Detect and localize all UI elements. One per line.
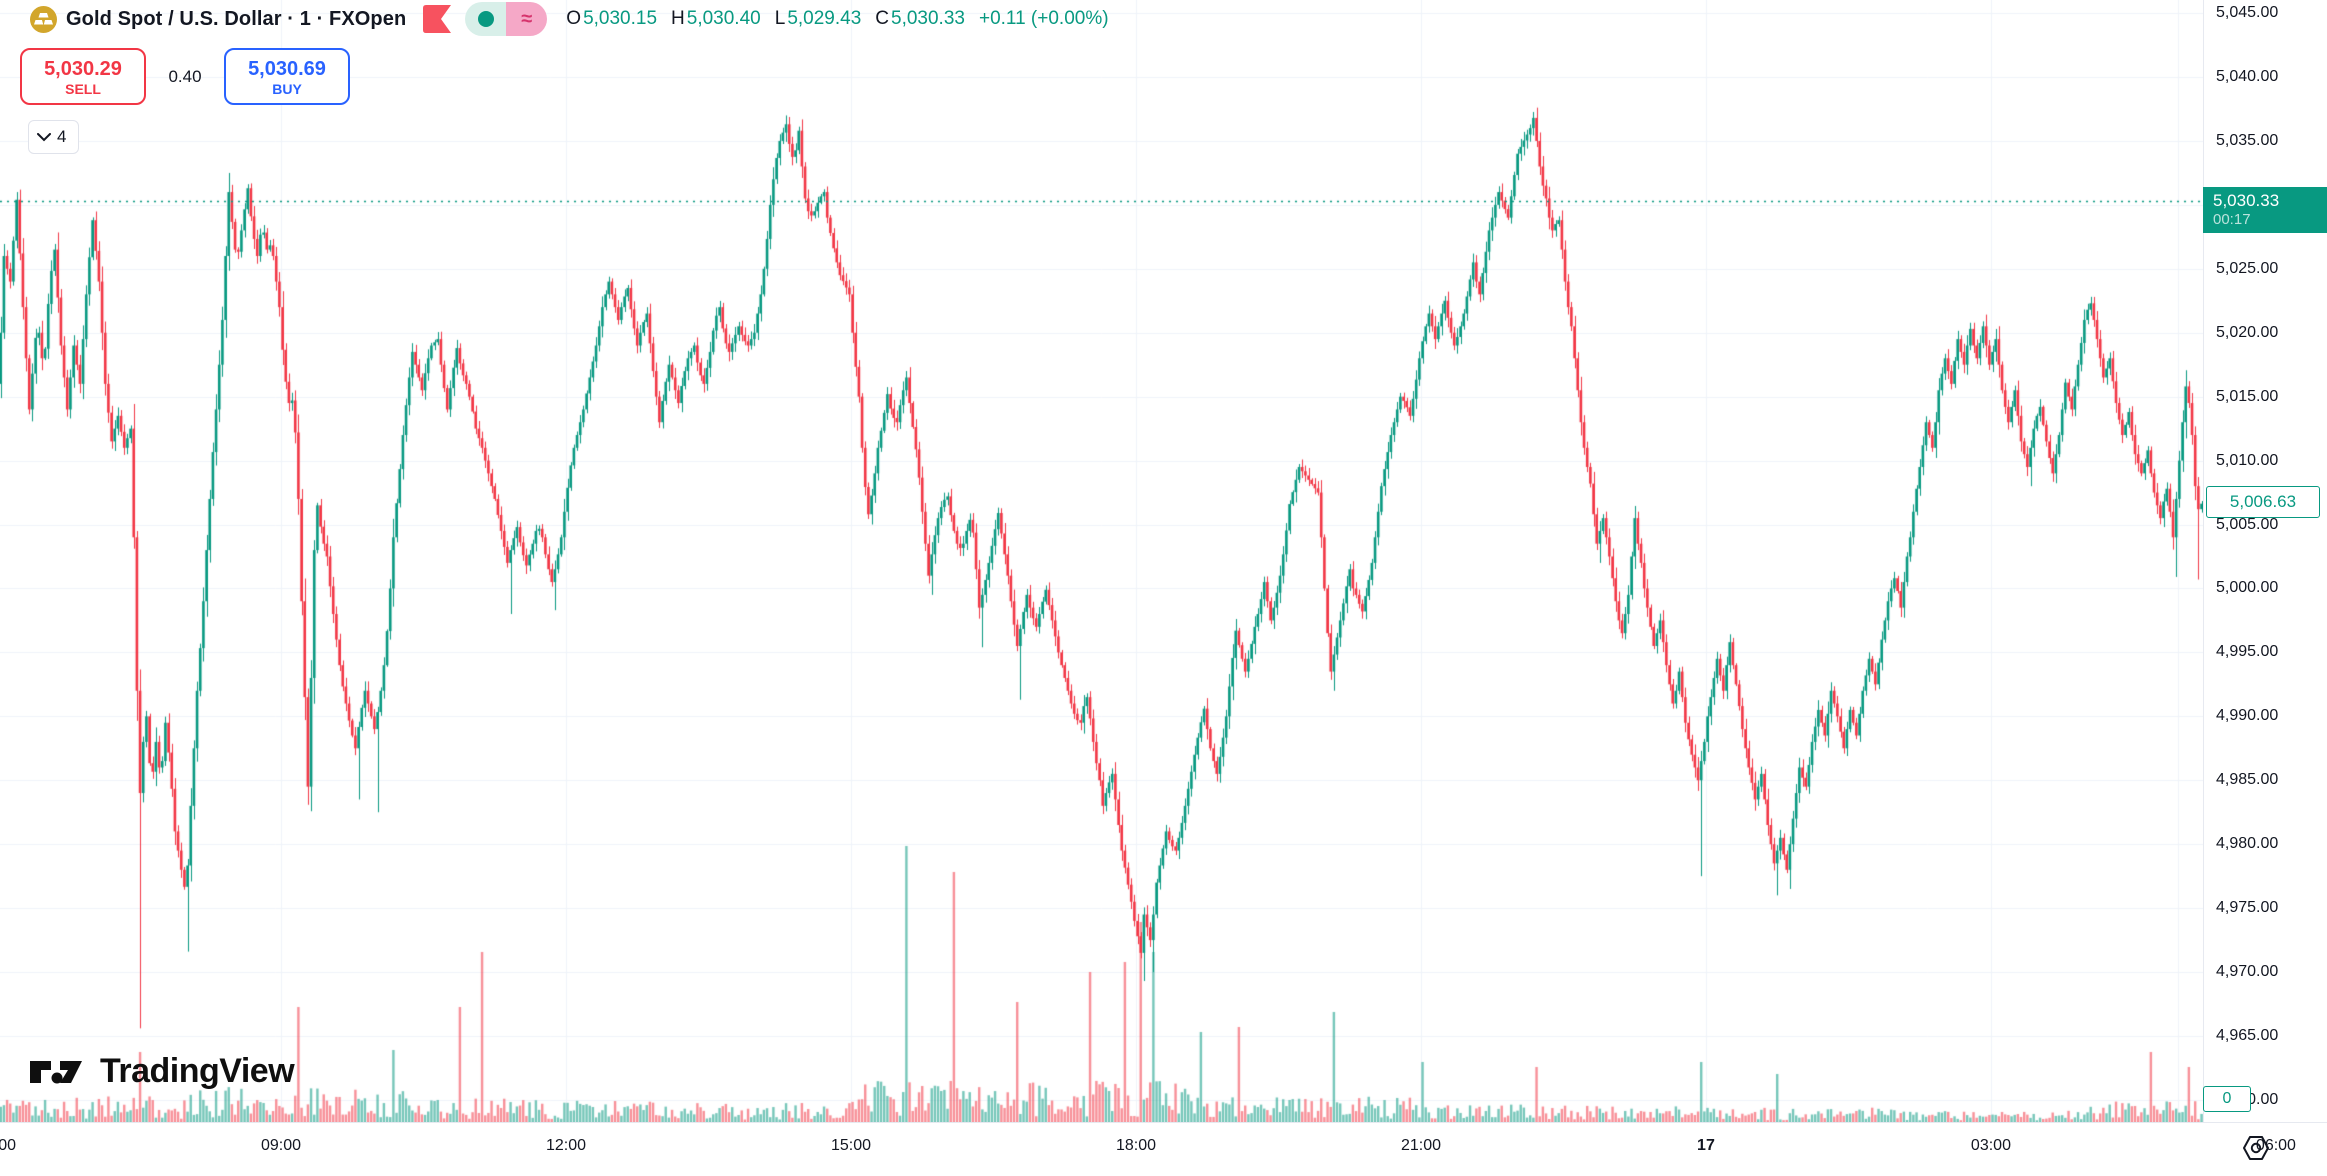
price-tick-label: 4,965.00 — [2216, 1027, 2279, 1044]
tradingview-wordmark: TradingView — [100, 1052, 295, 1090]
indicator-dot-icon — [465, 2, 507, 36]
close-value: 5,030.33 — [891, 8, 965, 29]
close-label: C — [875, 8, 890, 29]
price-tick-label: 5,025.00 — [2216, 259, 2279, 277]
price-tick-label: 5,010.00 — [2216, 451, 2279, 469]
time-tick-label: 03:00 — [1970, 1137, 2011, 1154]
buy-button[interactable]: 5,030.69 BUY — [224, 48, 350, 105]
volume-value-badge: 0 — [2203, 1085, 2251, 1112]
time-axis[interactable]: 06:0009:0012:0015:0018:0021:001703:0006:… — [0, 1122, 2327, 1176]
sell-label: SELL — [65, 80, 101, 97]
price-tick-label: 5,040.00 — [2216, 67, 2279, 85]
price-tick-label: 4,990.00 — [2216, 707, 2279, 725]
last-price-badge: 5,030.33 00:17 — [2203, 186, 2327, 233]
bar-count-value: 4 — [57, 127, 67, 146]
change-value: +0.11 (+0.00%) — [978, 8, 1109, 29]
time-tick-label: 12:00 — [545, 1137, 587, 1154]
time-tick-label: 15:00 — [830, 1137, 871, 1154]
price-tick-label: 4,995.00 — [2216, 643, 2279, 661]
chevron-down-icon — [37, 132, 51, 142]
volume-value: 0 — [2222, 1089, 2232, 1107]
candlestick-chart-canvas[interactable] — [0, 0, 2203, 1122]
price-tick-label: 5,000.00 — [2216, 579, 2279, 597]
bar-count-chip[interactable]: 4 — [28, 120, 80, 154]
tradingview-mark-icon — [30, 1055, 88, 1089]
indicator-approx-icon: ≈ — [506, 2, 548, 36]
price-tick-label: 4,980.00 — [2216, 835, 2279, 853]
symbol-title[interactable]: Gold Spot / U.S. Dollar · 1 · FXOpen — [66, 7, 407, 30]
axis-settings-gear-icon[interactable] — [2240, 1132, 2272, 1164]
price-tick-label: 4,985.00 — [2216, 771, 2279, 789]
secondary-price-value: 5,006.63 — [2229, 491, 2297, 511]
price-tick-label: 4,975.00 — [2216, 899, 2279, 917]
open-label: O — [566, 8, 582, 29]
ohlc-legend: O 5,030.15 H 5,030.40 L 5,029.43 C 5,030.33 … — [566, 8, 1108, 30]
indicator-pill[interactable]: ≈ — [465, 2, 548, 36]
bar-countdown: 00:17 — [2213, 210, 2251, 228]
price-tick-label: 5,045.00 — [2216, 4, 2279, 22]
price-tick-label: 5,020.00 — [2216, 323, 2279, 341]
time-tick-label: 06:00 — [0, 1137, 17, 1154]
sell-button[interactable]: 5,030.29 SELL — [20, 48, 146, 105]
buy-price: 5,030.69 — [248, 57, 326, 80]
symbol-legend: Gold Spot / U.S. Dollar · 1 · FXOpen ≈ O… — [30, 2, 1109, 36]
last-price-value: 5,030.33 — [2213, 190, 2280, 210]
low-label: L — [774, 8, 786, 29]
symbol-logo-icon — [30, 5, 57, 33]
spread-value: 0.40 — [168, 66, 202, 86]
high-label: H — [671, 8, 685, 29]
time-tick-label: 17 — [1697, 1137, 1715, 1154]
high-value: 5,030.40 — [686, 8, 761, 29]
buy-label: BUY — [272, 80, 302, 97]
chart-pane[interactable] — [0, 0, 2203, 1122]
time-tick-label: 09:00 — [260, 1137, 302, 1154]
flag-icon[interactable] — [421, 4, 453, 34]
open-value: 5,030.15 — [583, 8, 658, 29]
tradingview-logo[interactable]: TradingView — [30, 1052, 295, 1091]
low-value: 5,029.43 — [787, 8, 862, 29]
secondary-price-badge: 5,006.63 — [2206, 485, 2320, 518]
price-axis[interactable]: 5,045.005,040.005,035.005,030.005,025.00… — [2203, 0, 2327, 1122]
time-tick-label: 18:00 — [1115, 1137, 1156, 1154]
price-tick-label: 4,970.00 — [2216, 963, 2279, 981]
price-tick-label: 5,005.00 — [2216, 515, 2279, 533]
price-tick-label: 5,035.00 — [2216, 131, 2279, 149]
trade-panel: 5,030.29 SELL 0.40 5,030.69 BUY — [20, 48, 350, 105]
price-tick-label: 5,015.00 — [2216, 387, 2279, 405]
sell-price: 5,030.29 — [44, 57, 122, 80]
time-tick-label: 21:00 — [1400, 1137, 1441, 1154]
